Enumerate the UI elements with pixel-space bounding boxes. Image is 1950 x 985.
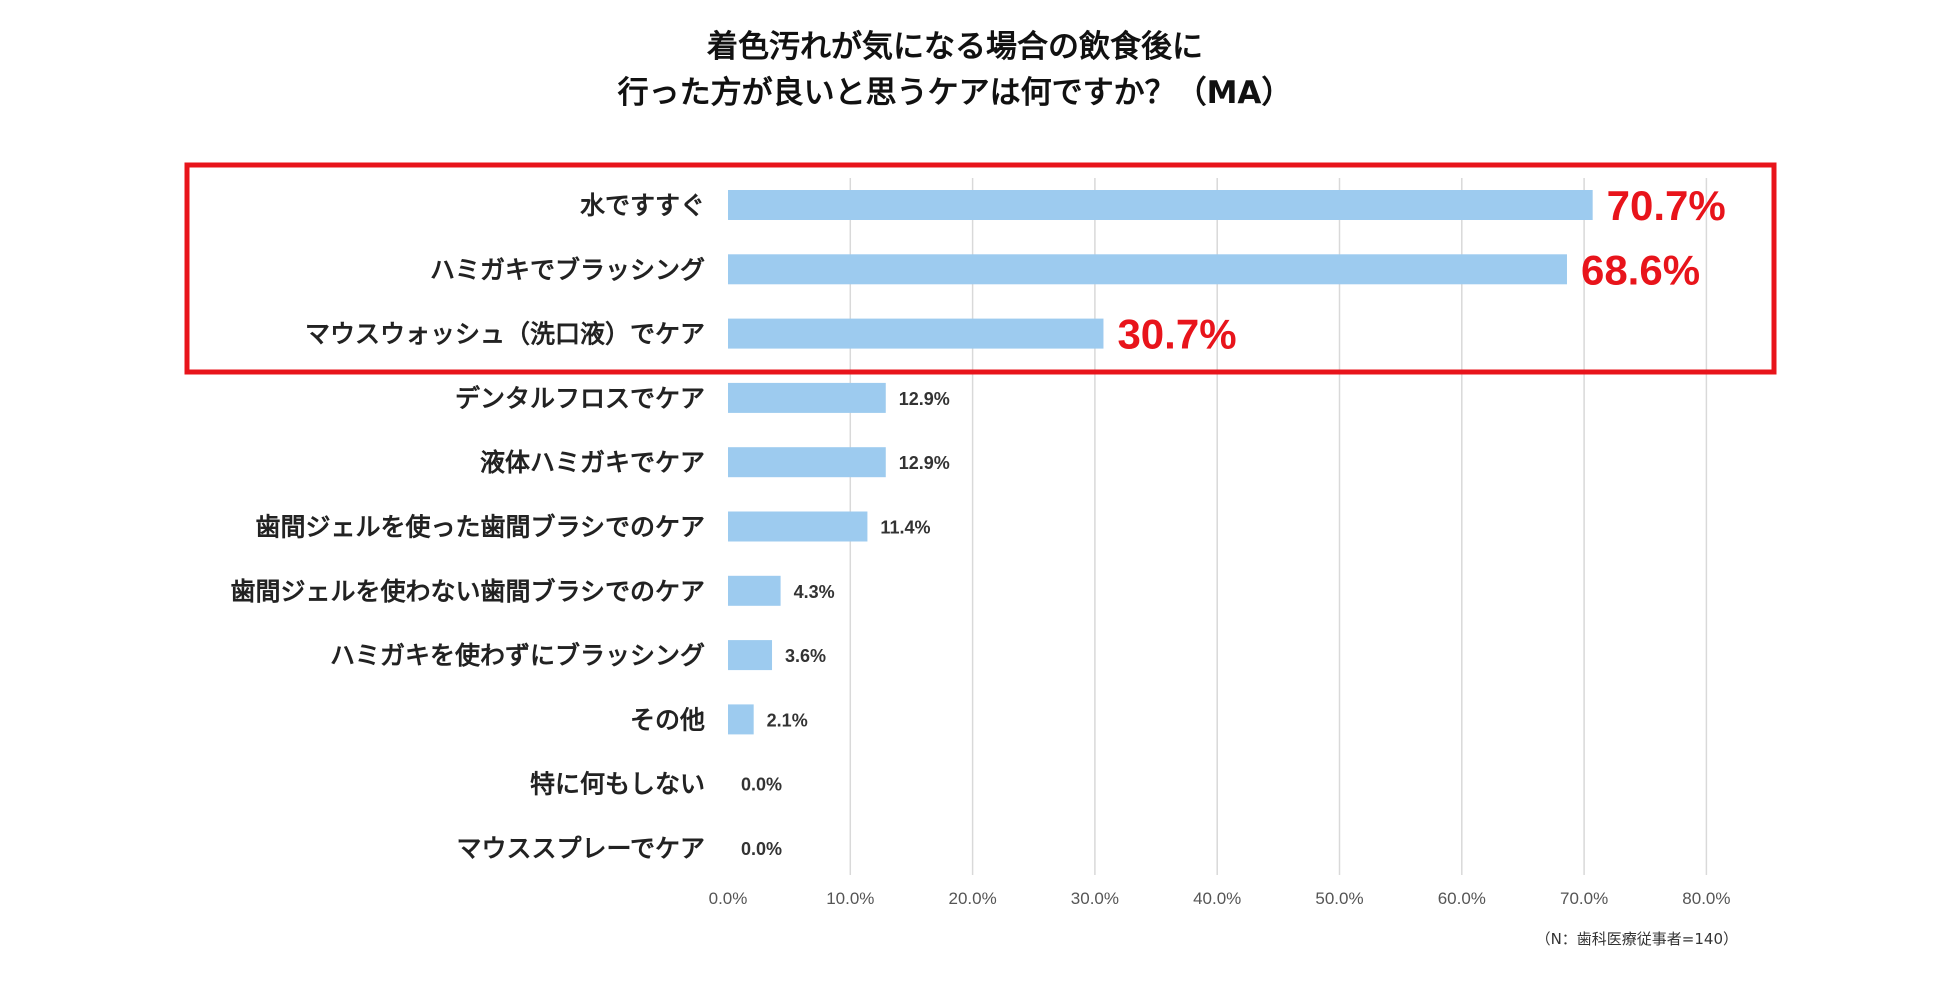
category-label: ハミガキを使わずにブラッシング: [330, 641, 705, 670]
value-label: 0.0%: [741, 839, 782, 859]
bar: [728, 447, 886, 478]
gridlines: [849, 178, 1708, 875]
highlight-box: [184, 162, 1777, 375]
category-label: 液体ハミガキでケア: [480, 448, 705, 477]
category-label: 特に何もしない: [530, 770, 705, 799]
x-tick-label: 70.0%: [1560, 889, 1608, 908]
value-label: 12.9%: [899, 389, 950, 409]
bar: [728, 382, 886, 413]
x-tick-label: 20.0%: [948, 889, 996, 908]
x-tick-label: 10.0%: [826, 889, 874, 908]
value-label: 11.4%: [880, 518, 930, 538]
bar: [728, 704, 754, 735]
category-label: その他: [630, 705, 705, 734]
value-label: 3.6%: [785, 646, 826, 666]
value-label-highlight: 70.7%: [1607, 182, 1726, 229]
x-tick-label: 80.0%: [1682, 889, 1730, 908]
category-label: マウスウォッシュ（洗口液）でケア: [305, 320, 705, 349]
category-label: ハミガキでブラッシング: [430, 255, 705, 284]
x-tick-label: 30.0%: [1071, 889, 1119, 908]
category-label: 歯間ジェルを使った歯間ブラシでのケア: [255, 513, 705, 542]
bar: [728, 575, 781, 606]
category-label: デンタルフロスでケア: [455, 384, 705, 413]
category-label: 歯間ジェルを使わない歯間ブラシでのケア: [230, 577, 705, 606]
chart-title: 着色汚れが気になる場合の飲食後に 行った方が良いと思うケアは何ですか？（MA）: [617, 29, 1293, 111]
value-labels: 70.7% 68.6% 30.7% 12.9% 12.9% 11.4% 4.3% 3.6% 2.…: [741, 182, 1726, 859]
sample-size-note: （N：歯科医療従事者=140）: [1536, 930, 1738, 948]
chart-title-line-2: 行った方が良いと思うケアは何ですか？（MA）: [617, 75, 1293, 111]
value-label-highlight: 30.7%: [1117, 311, 1236, 358]
value-label: 2.1%: [767, 710, 808, 730]
value-label: 4.3%: [794, 582, 835, 602]
bar: [728, 190, 1593, 220]
bar: [728, 511, 868, 542]
bars: [728, 190, 1593, 735]
value-label-highlight: 68.6%: [1581, 246, 1700, 293]
category-label: 水ですすぐ: [580, 191, 705, 220]
x-axis-tick-labels: 0.0% 10.0% 20.0% 30.0% 40.0% 50.0% 60.0% 70.0% 8…: [709, 889, 1731, 908]
category-labels: 水ですすぐハミガキでブラッシングマウスウォッシュ（洗口液）でケアデンタルフロスで…: [230, 191, 705, 863]
x-tick-label: 0.0%: [709, 889, 748, 908]
bar: [728, 640, 773, 671]
value-label: 0.0%: [741, 775, 782, 795]
bar: [728, 254, 1567, 285]
category-label: マウススプレーでケア: [456, 834, 705, 863]
x-tick-label: 50.0%: [1315, 889, 1363, 908]
x-tick-label: 60.0%: [1438, 889, 1486, 908]
value-label: 12.9%: [899, 453, 950, 473]
chart-title-line-1: 着色汚れが気になる場合の飲食後に: [706, 29, 1203, 65]
x-tick-label: 40.0%: [1193, 889, 1241, 908]
bar: [728, 318, 1104, 349]
